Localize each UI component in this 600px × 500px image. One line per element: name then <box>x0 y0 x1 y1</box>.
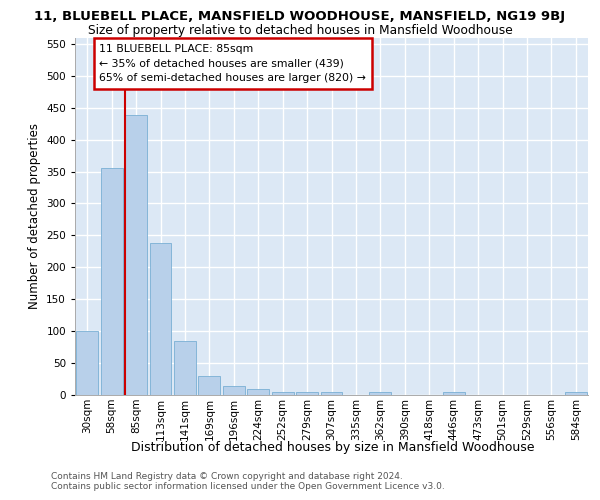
Bar <box>223 386 245 395</box>
Bar <box>370 392 391 395</box>
Text: Size of property relative to detached houses in Mansfield Woodhouse: Size of property relative to detached ho… <box>88 24 512 37</box>
Bar <box>76 331 98 395</box>
Y-axis label: Number of detached properties: Number of detached properties <box>28 123 41 309</box>
Text: Contains HM Land Registry data © Crown copyright and database right 2024.: Contains HM Land Registry data © Crown c… <box>51 472 403 481</box>
Text: 11, BLUEBELL PLACE, MANSFIELD WOODHOUSE, MANSFIELD, NG19 9BJ: 11, BLUEBELL PLACE, MANSFIELD WOODHOUSE,… <box>34 10 566 23</box>
Bar <box>272 392 293 395</box>
Text: Distribution of detached houses by size in Mansfield Woodhouse: Distribution of detached houses by size … <box>131 441 535 454</box>
Text: Contains public sector information licensed under the Open Government Licence v3: Contains public sector information licen… <box>51 482 445 491</box>
Bar <box>174 340 196 395</box>
Text: 11 BLUEBELL PLACE: 85sqm
← 35% of detached houses are smaller (439)
65% of semi-: 11 BLUEBELL PLACE: 85sqm ← 35% of detach… <box>100 44 367 84</box>
Bar <box>296 392 318 395</box>
Bar <box>125 116 147 395</box>
Bar <box>320 392 343 395</box>
Bar <box>443 392 464 395</box>
Bar <box>247 390 269 395</box>
Bar <box>565 392 587 395</box>
Bar <box>199 376 220 395</box>
Bar <box>149 243 172 395</box>
Bar <box>101 168 122 395</box>
